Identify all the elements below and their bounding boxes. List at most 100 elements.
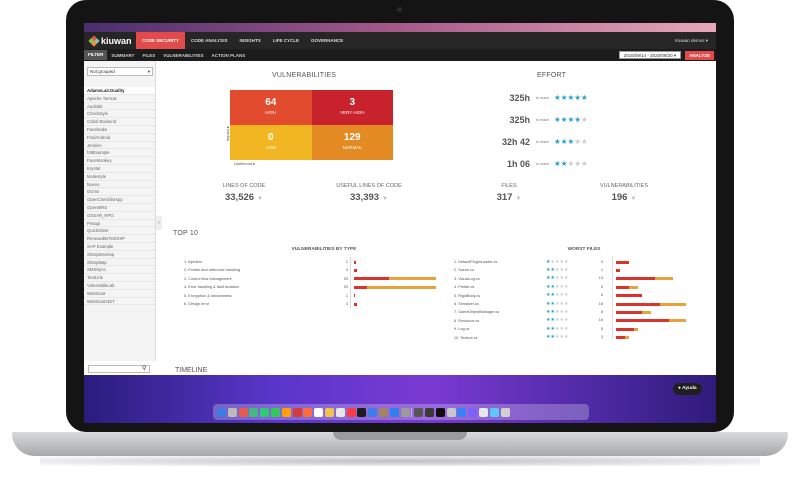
dock-app-icon[interactable] — [400, 407, 410, 417]
table-row[interactable]: 5. RigidBody.cs — [454, 292, 534, 300]
dock-app-icon[interactable] — [500, 407, 510, 417]
chevron-down-icon: ▾ — [147, 69, 150, 74]
sidebar-app-item[interactable]: f49Example — [84, 149, 155, 158]
dock-app-icon[interactable] — [414, 407, 424, 417]
tab-action-plans[interactable]: ACTION PLANS — [211, 52, 246, 58]
dock-app-icon[interactable] — [260, 407, 270, 417]
dock-app-icon[interactable] — [238, 407, 248, 417]
kiuwan-logo[interactable]: kiuwan — [84, 34, 136, 47]
sidebar-app-item[interactable]: SMSSync — [84, 266, 155, 275]
table-row[interactable]: 9. Log.cs — [454, 325, 534, 333]
sidebar-app-item[interactable]: QuickSilver — [84, 227, 155, 236]
sidebar-app-item[interactable]: Pesapi — [84, 220, 155, 228]
dock-app-icon[interactable] — [314, 407, 324, 417]
nav-item-life-cycle[interactable]: LIFE CYCLE — [272, 38, 299, 43]
table-row[interactable]: 4. Error handling & fault isolation 93 — [184, 283, 348, 291]
group-select[interactable]: Not grouped ▾ — [87, 67, 153, 76]
table-row[interactable]: 5. Encryption & randomness 1 — [184, 292, 348, 300]
sidebar-app-item[interactable]: WebGoat.NET — [84, 298, 155, 306]
tab-summary[interactable]: SUMMARY — [111, 52, 135, 58]
dock-app-icon[interactable] — [457, 407, 467, 417]
reach-label: to reach — [536, 118, 549, 122]
table-row[interactable]: 3. Control flow management 93 — [184, 275, 348, 283]
sidebar-app-item[interactable]: FindAndroid — [84, 134, 155, 142]
sidebar-app-item[interactable]: Apache Tomcat — [84, 95, 155, 103]
dock-app-icon[interactable] — [389, 407, 399, 417]
dock-app-icon[interactable] — [324, 407, 334, 417]
sidebar-app-item[interactable]: SharpDevelop — [84, 251, 155, 259]
sidebar-app-item[interactable]: Nodestyle — [84, 173, 155, 181]
vulnerability-cell[interactable]: 3 VERY HIGH — [311, 90, 393, 125]
dock-app-icon[interactable] — [424, 407, 434, 417]
sidebar-app-item[interactable]: Checkstyle — [84, 110, 155, 119]
dock-app-icon[interactable] — [335, 407, 345, 417]
table-row[interactable]: 7. GameObjectManager.cs — [454, 308, 534, 316]
sidebar-search-input[interactable] — [88, 365, 150, 373]
star-icon: ★ — [563, 325, 569, 332]
table-row[interactable]: 3. VisualLog.cs — [454, 275, 534, 283]
table-row[interactable]: 8. Resource.cs — [454, 317, 534, 325]
user-menu[interactable]: Kiuwan demos ▾ — [675, 38, 716, 44]
sidebar-app-item[interactable]: Krystal — [84, 165, 155, 173]
date-range-select[interactable]: 2016/09/14 - 2020/09/20 ▾ — [618, 51, 682, 59]
sidebar-app-item[interactable]: OSSAR_RPG — [84, 212, 155, 220]
analyze-button[interactable]: ANALYZE — [685, 50, 714, 60]
dock-app-icon[interactable] — [217, 407, 226, 417]
help-button[interactable]: ● Ayuda — [673, 383, 702, 395]
dock-app-icon[interactable] — [357, 407, 367, 417]
sidebar-collapse-handle[interactable]: ‹ — [156, 216, 162, 230]
dock-app-icon[interactable] — [489, 407, 499, 417]
table-row[interactable]: 1. Injection 2 — [184, 258, 348, 266]
dock-app-icon[interactable] — [249, 407, 259, 417]
star-icon: ★ — [563, 275, 569, 282]
vulnerability-cell[interactable]: 129 NORMAL — [311, 125, 393, 160]
sidebar-app-item[interactable]: TestLink — [84, 274, 155, 282]
tab-vulnerabilities[interactable]: VULNERABILITIES — [163, 52, 204, 58]
table-row[interactable]: 4. Prefab.cs — [454, 283, 534, 291]
dock-app-icon[interactable] — [303, 407, 313, 417]
table-row[interactable]: 2. Pointer and reference handling 3 — [184, 266, 348, 274]
sidebar-app-item[interactable]: RenewableTestXXP — [84, 235, 155, 243]
trend-down-icon: ▼ — [257, 196, 263, 202]
sidebar-app-item[interactable]: SharpMap — [84, 259, 155, 267]
dock-app-icon[interactable] — [270, 407, 280, 417]
sidebar-app-item[interactable]: FaceMonkey — [84, 157, 155, 165]
nav-item-insights[interactable]: INSIGHTS — [239, 38, 261, 43]
sidebar-app-item[interactable]: Audiokit — [84, 103, 155, 111]
file-name: 4. Prefab.cs — [454, 285, 475, 290]
table-row[interactable]: 1. DefaultPluginLoader.cs — [454, 258, 534, 266]
dock-app-icon[interactable] — [468, 407, 478, 417]
dock-app-icon[interactable] — [368, 407, 378, 417]
table-row[interactable]: 10. Texture.cs — [454, 334, 534, 342]
sidebar-app-item[interactable]: SAP Example — [84, 243, 155, 251]
sidebar-app-item[interactable]: Ocims — [84, 188, 155, 197]
dock-app-icon[interactable] — [435, 407, 445, 417]
search-icon[interactable]: ⚲ — [142, 366, 147, 372]
tab-files[interactable]: FILES — [142, 52, 156, 58]
sidebar-app-item[interactable]: Cobol Backend — [84, 118, 155, 126]
dock-app-icon[interactable] — [346, 407, 356, 417]
dock-app-icon[interactable] — [446, 407, 456, 417]
table-row[interactable]: 2. Scene.cs — [454, 266, 534, 274]
nav-item-code-security[interactable]: CODE SECURITY — [136, 32, 186, 49]
dock-app-icon[interactable] — [281, 407, 291, 417]
table-row[interactable]: 6. Design error 3 — [184, 300, 348, 308]
vulnerability-cell[interactable]: 64 HIGH — [230, 90, 312, 125]
dock-app-icon[interactable] — [478, 407, 488, 417]
nav-item-governance[interactable]: GOVERNANCE — [310, 38, 344, 43]
sidebar-app-item[interactable]: VulnerableLab — [84, 282, 155, 290]
sidebar-app-item[interactable]: WebGoat — [84, 290, 155, 298]
dock-app-icon[interactable] — [292, 407, 302, 417]
sidebar-app-item[interactable]: AdamsLair.Duality — [84, 87, 155, 95]
dock-app-icon[interactable] — [378, 407, 388, 417]
table-row[interactable]: 6. Serializer.cs — [454, 300, 534, 308]
sidebar-app-item[interactable]: Nuevo — [84, 181, 155, 189]
sidebar-app-item[interactable]: OpenChecklistApp — [84, 196, 155, 204]
dock-app-icon[interactable] — [227, 407, 237, 417]
vulnerability-cell[interactable]: 0 LOW — [230, 125, 312, 160]
sidebar-app-item[interactable]: Jenkins — [84, 142, 155, 150]
nav-item-code-analysis[interactable]: CODE ANALYSIS — [191, 38, 228, 43]
tab-filter[interactable]: FILTER — [84, 50, 108, 60]
sidebar-app-item[interactable]: Facebrake — [84, 126, 155, 134]
sidebar-app-item[interactable]: OpenMRS — [84, 204, 155, 212]
